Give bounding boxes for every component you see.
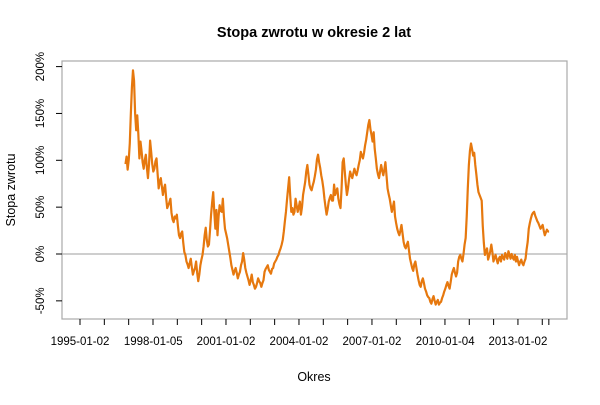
plot-box — [61, 60, 568, 320]
x-axis-tick-label: 2010-01-04 — [416, 336, 475, 348]
series-line — [124, 69, 550, 306]
x-axis-tick-label: 2001-01-02 — [197, 336, 256, 348]
y-axis-tick-label: 200% — [35, 52, 47, 81]
x-axis-tick-label: 1995-01-02 — [51, 336, 110, 348]
plot-area: 1995-01-02 1998-01-05 2001-01-02 2004-01-02… — [35, 52, 568, 348]
y-axis-tick-label: -50% — [35, 287, 47, 314]
y-axis-tick-label: 150% — [35, 99, 47, 128]
x-axis-title: Okres — [297, 370, 330, 384]
y-axis-tick-label: 50% — [35, 196, 47, 219]
x-axis-tick-label: 2013-01-02 — [489, 336, 548, 348]
y-axis-title: Stopa zwrotu — [4, 153, 18, 226]
y-axis-tick-label: 0% — [35, 246, 47, 263]
x-axis-tick-label: 1998-01-05 — [124, 336, 183, 348]
x-axis-tick-label: 2007-01-02 — [343, 336, 402, 348]
y-axis-tick-label: 100% — [35, 146, 47, 175]
chart-title: Stopa zwrotu w okresie 2 lat — [217, 25, 411, 41]
x-axis-tick-label: 2004-01-02 — [270, 336, 329, 348]
